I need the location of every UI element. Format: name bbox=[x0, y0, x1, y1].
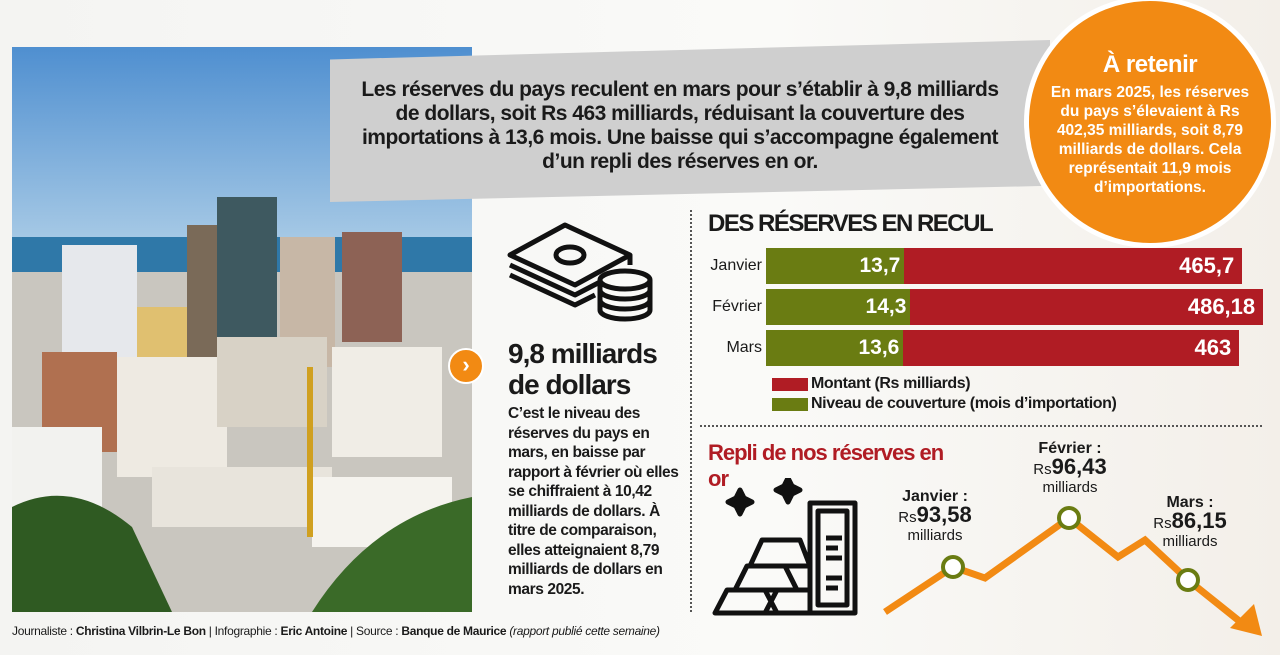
gold-bars-icon bbox=[710, 475, 860, 623]
legend-couverture: Niveau de couverture (mois d’importation… bbox=[772, 395, 1117, 413]
data-point bbox=[1176, 568, 1200, 592]
unit: milliards bbox=[1042, 479, 1098, 496]
data-label: Février : Rs96,43 milliards bbox=[1010, 440, 1130, 497]
legend-label: Niveau de couverture (mois d’importation… bbox=[811, 395, 1117, 412]
arrow-down-icon bbox=[1230, 604, 1262, 636]
bar-couverture: 14,3 bbox=[766, 289, 911, 325]
bar-montant: 463 bbox=[903, 330, 1240, 366]
month: Mars : bbox=[1166, 494, 1214, 511]
journalist-name: Christina Vilbrin-Le Bon bbox=[75, 624, 206, 638]
legend-swatch bbox=[772, 397, 808, 411]
bar-couverture: 13,6 bbox=[766, 330, 904, 366]
legend-label: Montant (Rs milliards) bbox=[811, 375, 971, 392]
category-label: Mars bbox=[726, 339, 762, 356]
callout-title: À retenir bbox=[1102, 51, 1198, 78]
highlight-text: C’est le niveau des réserves du pays en … bbox=[508, 405, 679, 598]
bar-couverture: 13,7 bbox=[766, 248, 905, 284]
callout-circle: À retenir En mars 2025, les réserves du … bbox=[1024, 0, 1276, 248]
month: Février : bbox=[1038, 440, 1102, 457]
legend-swatch bbox=[772, 377, 808, 391]
headline-banner: Les réserves du pays reculent en mars po… bbox=[330, 40, 1050, 202]
callout-text: En mars 2025, les réserves du pays s’éle… bbox=[1050, 84, 1250, 196]
divider-vertical bbox=[690, 210, 692, 612]
prefix: Rs bbox=[898, 509, 917, 526]
credit-label: | Source : bbox=[347, 624, 402, 638]
chevron-right-icon: › bbox=[448, 348, 484, 384]
city-photo bbox=[12, 47, 472, 612]
headline-text: Les réserves du pays reculent en mars po… bbox=[361, 78, 999, 173]
credits: Journaliste : Christina Vilbrin-Le Bon |… bbox=[12, 624, 660, 638]
bar-chart-title: DES RÉSERVES EN RECUL bbox=[708, 210, 994, 237]
value: 96,43 bbox=[1051, 454, 1107, 479]
source-name: Banque de Maurice bbox=[401, 624, 507, 638]
infographics-name: Eric Antoine bbox=[280, 624, 348, 638]
bar-montant: 465,7 bbox=[904, 248, 1243, 284]
legend-montant: Montant (Rs milliards) bbox=[772, 375, 971, 393]
value: 93,58 bbox=[916, 502, 972, 527]
data-point bbox=[941, 555, 965, 579]
divider-horizontal bbox=[700, 425, 1262, 427]
month: Janvier : bbox=[902, 488, 968, 505]
unit: milliards bbox=[907, 527, 963, 544]
prefix: Rs bbox=[1033, 461, 1052, 478]
prefix: Rs bbox=[1153, 515, 1172, 532]
data-label: Mars : Rs86,15 milliards bbox=[1130, 494, 1250, 551]
bar-montant: 486,18 bbox=[910, 289, 1264, 325]
bar-row: Février 14,3 486,18 bbox=[700, 289, 1264, 325]
credit-label: | Infographie : bbox=[205, 624, 281, 638]
data-label: Janvier : Rs93,58 milliards bbox=[875, 488, 995, 545]
category-label: Février bbox=[712, 298, 762, 315]
bar-row: Mars 13,6 463 bbox=[700, 330, 1240, 366]
highlight-value: 9,8 milliards de dollars bbox=[508, 338, 658, 400]
bar-row: Janvier 13,7 465,7 bbox=[700, 248, 1243, 284]
money-stack-icon bbox=[505, 210, 655, 327]
value: 86,15 bbox=[1171, 508, 1227, 533]
source-note: (rapport publié cette semaine) bbox=[506, 624, 660, 638]
category-label: Janvier bbox=[710, 257, 762, 274]
unit: milliards bbox=[1162, 533, 1218, 550]
credit-label: Journaliste : bbox=[12, 624, 76, 638]
data-point bbox=[1057, 506, 1081, 530]
gold-chart-title: Repli de nos réserves en or bbox=[708, 440, 944, 491]
